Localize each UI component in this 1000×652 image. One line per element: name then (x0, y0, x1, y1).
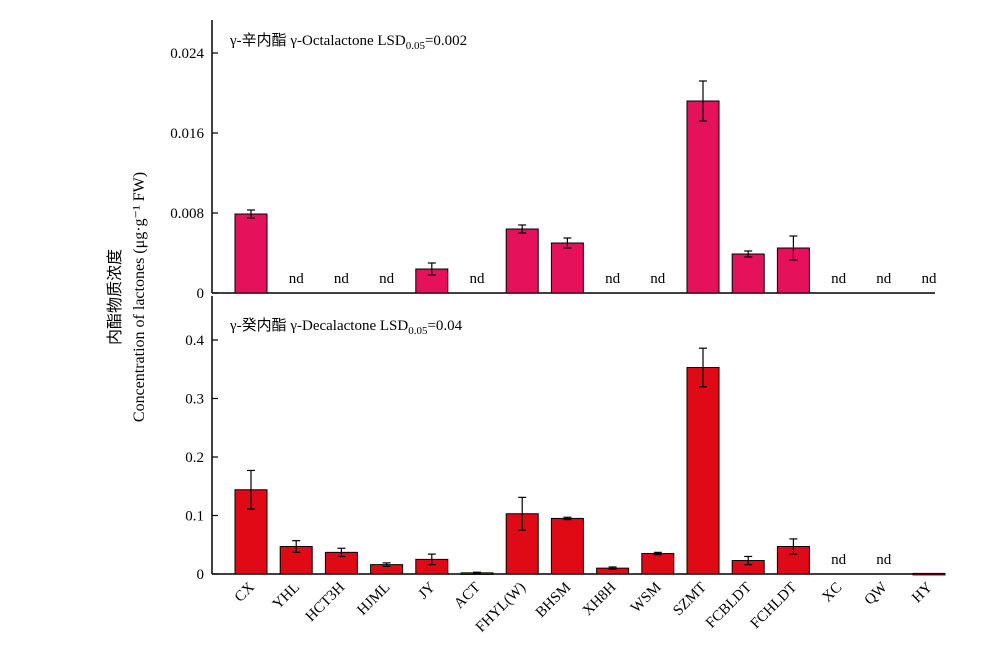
y-tick-label: 0 (197, 286, 205, 302)
y-axis-label-en: Concentration of lactones (μg·g⁻¹ FW) (131, 172, 148, 422)
nd-label: nd (289, 271, 305, 287)
x-category-label: XC (819, 580, 845, 606)
x-category-label: FCBLDT (703, 580, 755, 632)
nd-label: nd (876, 271, 892, 287)
x-category-label: CX (232, 579, 258, 605)
bar (550, 517, 584, 575)
bottom-panel-title: γ-癸内酯 γ-Decalactone LSD0.05=0.04 (229, 317, 463, 337)
bar (912, 572, 946, 576)
x-category-label: FHYL(W) (473, 580, 529, 636)
x-category-label: QW (862, 579, 892, 609)
nd-label: nd (922, 271, 938, 287)
bar (686, 100, 720, 294)
y-tick-label: 0.016 (170, 126, 204, 142)
x-category-label: HCT3H (303, 579, 349, 625)
x-category-label: WSM (628, 580, 665, 617)
y-tick-label: 0.3 (185, 392, 204, 408)
x-category-label: HY (909, 579, 936, 606)
top-panel-title: γ-辛内酯 γ-Octalactone LSD0.05=0.002 (229, 32, 467, 52)
x-category-label: ACT (451, 580, 484, 613)
x-category-label: SZMT (670, 580, 710, 620)
bar (505, 228, 539, 294)
bar (550, 242, 584, 294)
x-category-label: BHSM (533, 580, 574, 621)
top-panel: 0 0.008 0.016 0.024 nd nd nd nd nd nd nd nd nd (170, 20, 937, 302)
x-category-label: JY (416, 579, 439, 602)
nd-label: nd (605, 271, 621, 287)
x-category-label: YHL (270, 580, 303, 613)
bar (731, 253, 765, 294)
bar (686, 366, 720, 575)
y-tick-label: 0 (197, 567, 205, 583)
x-category-label: XH8H (580, 579, 620, 619)
bar (641, 553, 675, 575)
bar (234, 213, 268, 294)
nd-label: nd (831, 271, 847, 287)
nd-label: nd (334, 271, 350, 287)
x-category-label: FCHLDT (748, 580, 801, 633)
y-tick-label: 0.008 (170, 206, 204, 222)
y-tick-label: 0.2 (185, 450, 204, 466)
bottom-panel: 0 0.1 0.2 0.3 0.4 nd nd (185, 296, 946, 583)
x-category-label: HJML (354, 580, 393, 619)
y-tick-label: 0.1 (185, 509, 204, 525)
y-tick-label: 0.4 (185, 333, 204, 349)
nd-label: nd (470, 271, 486, 287)
nd-label: nd (650, 271, 666, 287)
nd-label: nd (876, 552, 892, 568)
y-axis-label-cn: 内酯物质浓度 (106, 249, 124, 345)
nd-label: nd (379, 271, 395, 287)
y-tick-label: 0.024 (170, 46, 204, 62)
nd-label: nd (831, 552, 847, 568)
